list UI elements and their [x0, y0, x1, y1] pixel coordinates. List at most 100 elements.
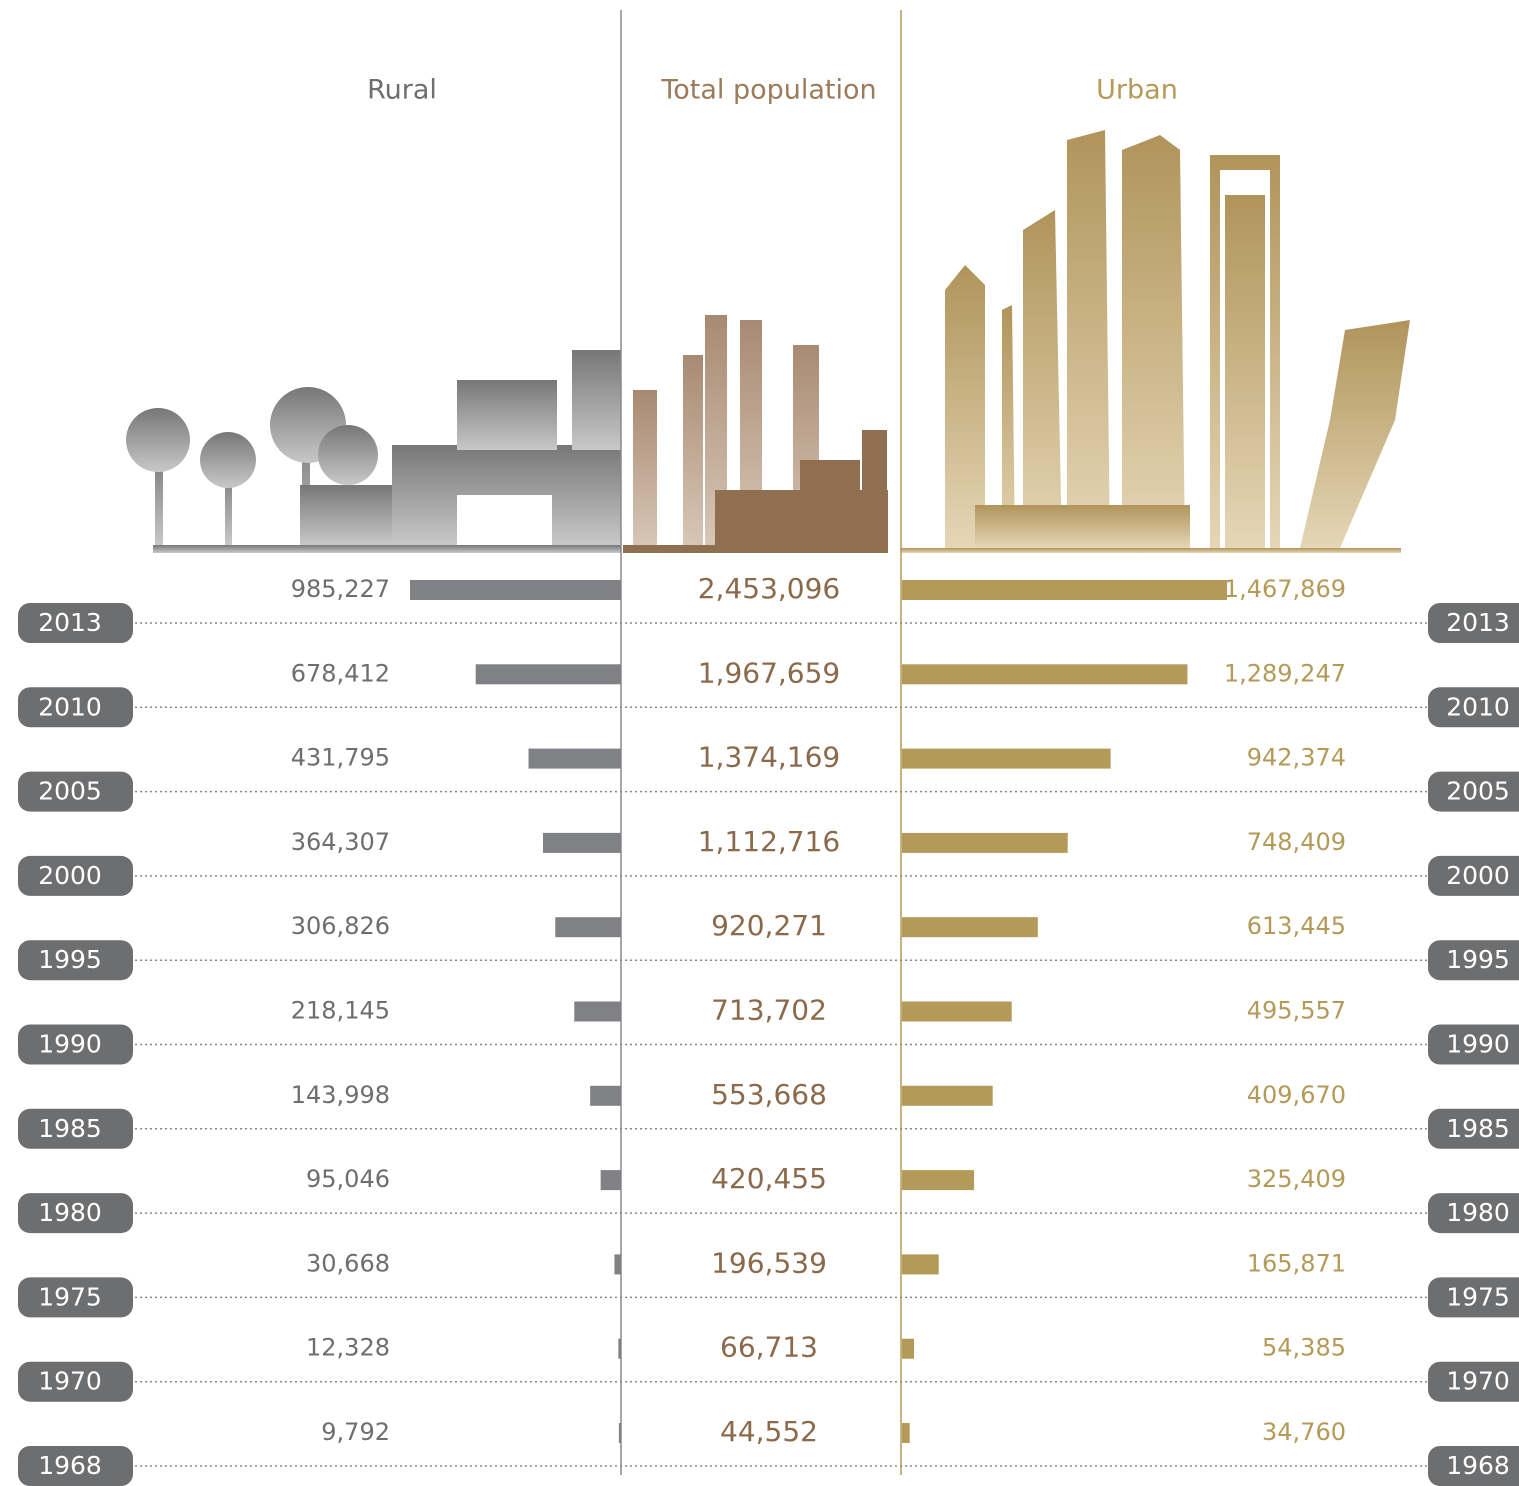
year-label: 2005 [1446, 777, 1510, 806]
year-pill [18, 1108, 133, 1149]
bar [555, 917, 621, 938]
value-label: 678,412 [291, 659, 390, 687]
bar [528, 748, 621, 769]
value-label: 34,760 [1262, 1418, 1346, 1446]
year-pill [1428, 1024, 1519, 1065]
year-pill [18, 687, 133, 728]
value-label: 920,271 [711, 909, 827, 942]
value-label: 1,289,247 [1224, 659, 1346, 687]
value-label: 713,702 [711, 994, 827, 1027]
year-pill [1428, 855, 1519, 896]
year-label: 2010 [1446, 692, 1510, 721]
year-label: 1980 [1446, 1198, 1510, 1227]
value-label: 9,792 [321, 1418, 390, 1446]
bar [902, 664, 1188, 685]
bar [542, 832, 621, 853]
year-label: 1990 [1446, 1030, 1510, 1059]
bar [902, 1423, 910, 1443]
value-label: 66,713 [720, 1331, 818, 1364]
value-label: 165,871 [1247, 1249, 1346, 1277]
year-pill [18, 1361, 133, 1402]
year-label: 2000 [1446, 861, 1510, 890]
year-pill [1428, 771, 1519, 812]
value-label: 12,328 [306, 1334, 390, 1362]
bar [902, 1085, 993, 1106]
value-label: 196,539 [711, 1246, 827, 1279]
year-label: 1970 [38, 1367, 102, 1396]
bar [902, 1338, 915, 1359]
year-label: 1968 [38, 1451, 102, 1480]
value-label: 364,307 [291, 828, 390, 856]
value-label: 409,670 [1247, 1081, 1346, 1109]
bar [590, 1085, 621, 1106]
series-title: Total population [660, 75, 876, 106]
year-pill [1428, 1446, 1519, 1486]
bar [574, 1001, 621, 1022]
year-label: 1975 [1446, 1282, 1510, 1311]
total-skyline [623, 315, 888, 553]
bar [902, 748, 1111, 769]
value-label: 748,409 [1247, 828, 1346, 856]
value-label: 1,467,869 [1224, 575, 1346, 603]
bar [902, 1001, 1012, 1022]
year-pill [1428, 687, 1519, 728]
bar [475, 664, 621, 685]
value-label: 325,409 [1247, 1165, 1346, 1193]
year-label: 1975 [38, 1282, 102, 1311]
series-title: Urban [1096, 75, 1178, 106]
year-pill [18, 1024, 133, 1065]
bar [902, 1170, 975, 1191]
year-label: 1980 [38, 1198, 102, 1227]
year-pill [18, 940, 133, 981]
year-label: 1985 [1446, 1114, 1510, 1143]
bar [410, 580, 621, 600]
value-label: 495,557 [1247, 997, 1346, 1025]
value-label: 431,795 [291, 744, 390, 772]
rural-skyline [126, 350, 621, 553]
year-pill [18, 771, 133, 812]
year-label: 2013 [1446, 608, 1510, 637]
year-label: 1990 [38, 1030, 102, 1059]
bar [902, 832, 1068, 853]
value-label: 2,453,096 [698, 572, 841, 605]
year-pill [18, 1277, 133, 1318]
bar [902, 917, 1038, 938]
bar [618, 1338, 621, 1359]
value-label: 143,998 [291, 1081, 390, 1109]
year-pill [18, 855, 133, 896]
bar [902, 580, 1227, 600]
value-label: 1,967,659 [698, 656, 841, 689]
year-label: 1985 [38, 1114, 102, 1143]
year-label: 1968 [1446, 1451, 1510, 1480]
value-label: 1,374,169 [698, 741, 841, 774]
year-label: 2010 [38, 692, 102, 721]
value-label: 95,046 [306, 1165, 390, 1193]
bar [614, 1254, 621, 1275]
year-pill [18, 603, 133, 643]
bar [902, 1254, 939, 1275]
year-pill [1428, 1361, 1519, 1402]
value-label: 306,826 [291, 912, 390, 940]
year-pill [1428, 603, 1519, 643]
year-label: 2005 [38, 777, 102, 806]
year-label: 1970 [1446, 1367, 1510, 1396]
year-pill [1428, 1277, 1519, 1318]
value-label: 985,227 [291, 575, 390, 603]
bar [600, 1170, 621, 1191]
year-pill [18, 1446, 133, 1486]
year-pill [18, 1193, 133, 1234]
value-label: 30,668 [306, 1249, 390, 1277]
value-label: 1,112,716 [698, 825, 841, 858]
year-label: 1995 [1446, 945, 1510, 974]
year-label: 1995 [38, 945, 102, 974]
year-pill [1428, 940, 1519, 981]
series-title: Rural [367, 75, 437, 106]
value-label: 218,145 [291, 997, 390, 1025]
value-label: 942,374 [1247, 744, 1346, 772]
year-label: 2013 [38, 608, 102, 637]
year-pill [1428, 1108, 1519, 1149]
value-label: 553,668 [711, 1078, 827, 1111]
value-label: 44,552 [720, 1415, 818, 1448]
year-label: 2000 [38, 861, 102, 890]
